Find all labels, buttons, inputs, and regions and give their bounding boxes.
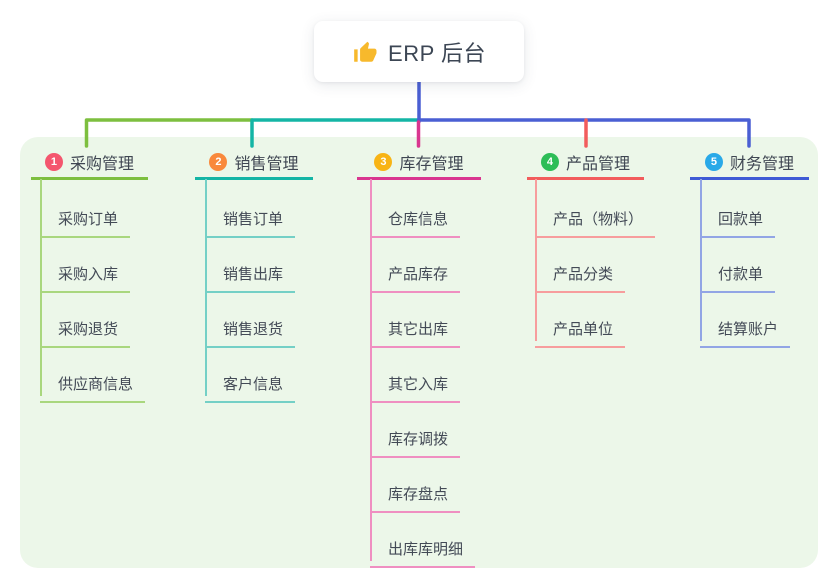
child-node[interactable]: 产品库存 (370, 256, 461, 293)
child-label: 仓库信息 (388, 211, 449, 228)
child-node[interactable]: 付款单 (700, 256, 776, 293)
child-node[interactable]: 产品单位 (535, 311, 626, 348)
child-node[interactable]: 销售订单 (205, 201, 296, 238)
child-node[interactable]: 供应商信息 (40, 366, 146, 403)
branch-child-line (535, 179, 537, 341)
branch-title-3[interactable]: 3 库存管理 (357, 147, 481, 180)
branches-panel (20, 137, 818, 568)
child-label: 产品单位 (553, 321, 614, 338)
branch-badge: 5 (704, 153, 723, 171)
branch-label: 财务管理 (729, 156, 794, 173)
branch-badge: 4 (540, 153, 559, 171)
child-node[interactable]: 回款单 (700, 201, 776, 238)
branch-title-2[interactable]: 2 销售管理 (195, 147, 313, 180)
child-node[interactable]: 客户信息 (205, 366, 296, 403)
child-node[interactable]: 产品（物料） (535, 201, 656, 238)
child-label: 库存调拨 (388, 431, 449, 448)
branch-label: 库存管理 (399, 156, 464, 173)
branch-label: 产品管理 (565, 156, 630, 173)
child-label: 回款单 (718, 211, 764, 228)
child-node[interactable]: 其它入库 (370, 366, 461, 403)
child-label: 客户信息 (223, 376, 284, 393)
child-label: 产品库存 (388, 266, 449, 283)
child-label: 销售订单 (223, 211, 284, 228)
branch-badge: 2 (209, 153, 228, 171)
child-node[interactable]: 库存调拨 (370, 421, 461, 458)
branch-title-1[interactable]: 1 采购管理 (31, 147, 148, 180)
child-label: 采购退货 (58, 321, 119, 338)
child-label: 付款单 (718, 266, 764, 283)
child-label: 供应商信息 (58, 376, 134, 393)
child-node[interactable]: 仓库信息 (370, 201, 461, 238)
child-label: 库存盘点 (388, 486, 449, 503)
child-node[interactable]: 销售出库 (205, 256, 296, 293)
branch-badge: 1 (44, 153, 63, 171)
child-label: 采购入库 (58, 266, 119, 283)
branch-child-line (370, 179, 372, 561)
child-node[interactable]: 采购入库 (40, 256, 131, 293)
root-node[interactable]: ERP 后台 (314, 21, 524, 82)
branch-title-5[interactable]: 5 财务管理 (690, 147, 809, 180)
branch-badge: 3 (374, 153, 393, 171)
child-node[interactable]: 结算账户 (700, 311, 791, 348)
child-label: 采购订单 (58, 211, 119, 228)
branch-title-4[interactable]: 4 产品管理 (527, 147, 644, 180)
child-node[interactable]: 采购订单 (40, 201, 131, 238)
branch-child-line (205, 179, 207, 396)
child-label: 出库库明细 (388, 541, 464, 558)
child-label: 其它入库 (388, 376, 449, 393)
branch-label: 采购管理 (69, 156, 134, 173)
child-node[interactable]: 产品分类 (535, 256, 626, 293)
child-label: 结算账户 (718, 321, 779, 338)
child-node[interactable]: 出库库明细 (370, 531, 476, 568)
thumbs-up-icon (352, 39, 378, 65)
child-label: 其它出库 (388, 321, 449, 338)
child-node[interactable]: 库存盘点 (370, 476, 461, 513)
child-label: 产品分类 (553, 266, 614, 283)
branch-child-line (700, 179, 702, 341)
child-label: 销售退货 (223, 321, 284, 338)
child-label: 产品（物料） (553, 211, 644, 228)
branch-label: 销售管理 (234, 156, 299, 173)
root-title: ERP 后台 (388, 40, 486, 66)
branch-child-line (40, 179, 42, 396)
child-node[interactable]: 其它出库 (370, 311, 461, 348)
child-node[interactable]: 销售退货 (205, 311, 296, 348)
child-label: 销售出库 (223, 266, 284, 283)
child-node[interactable]: 采购退货 (40, 311, 131, 348)
